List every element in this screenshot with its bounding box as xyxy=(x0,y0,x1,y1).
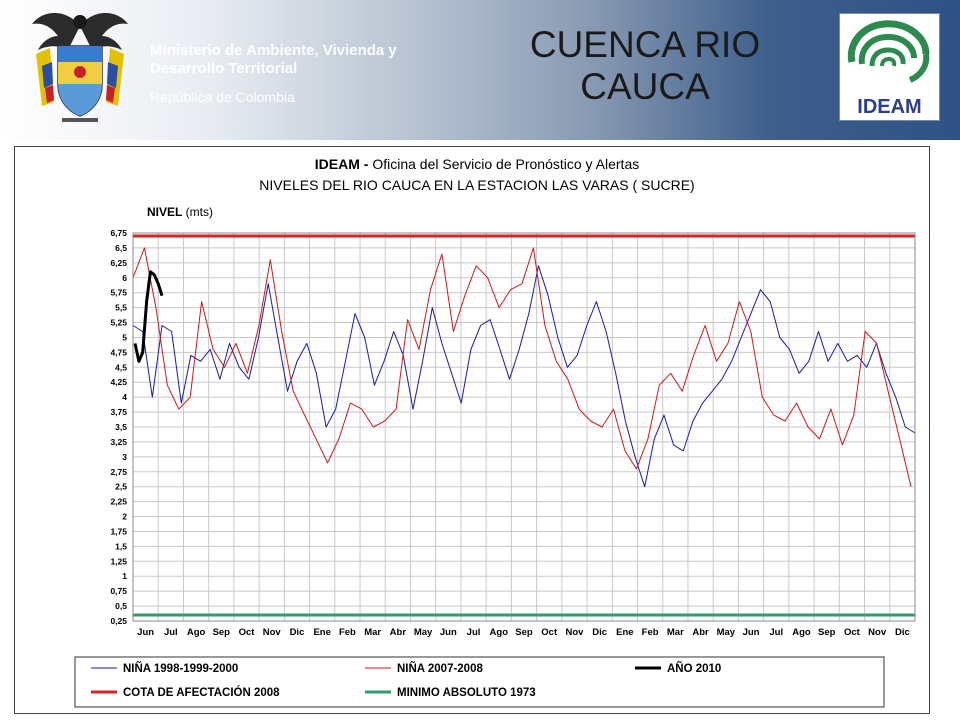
legend-entry: NIÑA 1998-1999-2000 xyxy=(123,662,238,675)
y-tick-label: 0,75 xyxy=(110,586,127,596)
series-line xyxy=(132,247,912,487)
legend-entry: NIÑA 2007-2008 xyxy=(397,662,483,675)
x-tick-label: Oct xyxy=(844,627,861,638)
x-tick-label: Ene xyxy=(313,627,330,638)
x-tick-label: Ene xyxy=(616,627,633,638)
y-tick-label: 2,5 xyxy=(115,482,127,492)
x-tick-label: Mar xyxy=(364,627,381,638)
y-tick-label: 5,25 xyxy=(110,318,127,328)
x-tick-label: Oct xyxy=(239,627,256,638)
x-tick-label: Sep xyxy=(515,627,533,638)
x-tick-label: Jul xyxy=(467,627,481,638)
colombia-coat-of-arms-icon xyxy=(32,13,128,122)
x-tick-label: Feb xyxy=(339,627,356,638)
x-tick-label: Abr xyxy=(390,627,407,638)
legend-entry: COTA DE AFECTACIÓN 2008 xyxy=(123,686,280,699)
y-tick-label: 6,25 xyxy=(110,258,127,268)
chart-title-bold: IDEAM - xyxy=(315,156,373,172)
x-tick-label: Jul xyxy=(769,627,783,638)
ideam-logo-icon xyxy=(847,20,930,83)
chart-subtitle: NIVELES DEL RIO CAUCA EN LA ESTACION LAS… xyxy=(259,177,694,193)
x-tick-label: Abr xyxy=(692,627,709,638)
y-tick-label: 5,75 xyxy=(110,288,127,298)
y-tick-label: 1,5 xyxy=(115,541,127,551)
y-tick-label: 4,75 xyxy=(110,347,127,357)
y-tick-label: 2,75 xyxy=(110,467,127,477)
x-tick-label: Jun xyxy=(743,627,760,638)
y-tick-label: 3,25 xyxy=(110,437,127,447)
ideam-logo: IDEAM xyxy=(839,13,940,121)
y-tick-label: 6,75 xyxy=(110,228,127,238)
y-tick-label: 3 xyxy=(122,452,127,462)
y-tick-label: 0,5 xyxy=(115,601,127,611)
x-tick-label: Jun xyxy=(440,627,457,638)
header-band: Ministerio de Ambiente, Vivienda y Desar… xyxy=(0,0,960,140)
republic-name: República de Colombia xyxy=(150,89,295,105)
plot-area-border xyxy=(132,232,916,622)
series-line xyxy=(132,265,916,488)
y-tick-label: 5 xyxy=(122,332,127,342)
x-tick-label: Mar xyxy=(667,627,684,638)
y-tick-label: 6 xyxy=(122,273,127,283)
x-tick-label: Ago xyxy=(490,627,509,638)
y-axis-label-rest: (mts) xyxy=(182,205,213,219)
chart-series xyxy=(132,234,916,617)
x-tick-label: Dic xyxy=(895,627,910,638)
y-tick-label: 4,25 xyxy=(110,377,127,387)
x-tick-label: Jul xyxy=(164,627,178,638)
chart-frame: IDEAM - Oficina del Servicio de Pronósti… xyxy=(14,146,930,714)
legend-entry: AÑO 2010 xyxy=(667,662,721,675)
x-tick-label: Feb xyxy=(642,627,659,638)
page-title: CUENCA RIO CAUCA xyxy=(529,24,761,107)
x-tick-label: Dic xyxy=(592,627,607,638)
svg-text:IDEAM - Oficina del Servicio d: IDEAM - Oficina del Servicio de Pronósti… xyxy=(315,156,639,172)
y-tick-label: 1,25 xyxy=(110,556,127,566)
y-tick-label: 1 xyxy=(122,571,127,581)
x-tick-label: Sep xyxy=(213,627,231,638)
y-tick-label: 4 xyxy=(122,392,127,402)
y-tick-label: 3,5 xyxy=(115,422,127,432)
chart-legend: NIÑA 1998-1999-2000 NIÑA 2007-2008 AÑO 201… xyxy=(74,656,885,708)
chart-title-rest: Oficina del Servicio de Pronóstico y Ale… xyxy=(372,156,639,172)
y-axis-ticks: 0,25 0,5 0,75 1 1,25 1,5 1,75 2 2,25 2,5 2,75 3 3,25… xyxy=(110,228,127,626)
x-tick-label: Dic xyxy=(290,627,305,638)
x-tick-label: Nov xyxy=(565,627,584,638)
svg-text:NIVEL (mts): NIVEL (mts) xyxy=(147,205,213,219)
y-tick-label: 2,25 xyxy=(110,497,127,507)
x-tick-label: May xyxy=(717,627,736,638)
x-tick-label: Ago xyxy=(792,627,811,638)
y-tick-label: 6,5 xyxy=(115,243,127,253)
series-line xyxy=(133,270,164,363)
legend-box xyxy=(74,656,885,708)
x-tick-label: Jun xyxy=(137,627,154,638)
y-tick-label: 5,5 xyxy=(115,303,127,313)
ideam-logo-text: IDEAM xyxy=(857,96,922,118)
chart-grid xyxy=(132,232,916,622)
y-tick-label: 3,75 xyxy=(110,407,127,417)
legend-entry: MINIMO ABSOLUTO 1973 xyxy=(397,687,536,699)
y-tick-label: 2 xyxy=(122,512,127,522)
x-tick-label: Sep xyxy=(818,627,836,638)
ministry-name: Ministerio de Ambiente, Vivienda y Desar… xyxy=(150,42,397,77)
y-tick-label: 1,75 xyxy=(110,526,127,536)
x-tick-label: Ago xyxy=(187,627,206,638)
x-tick-label: Nov xyxy=(868,627,887,638)
y-tick-label: 4,5 xyxy=(115,362,127,372)
x-tick-label: May xyxy=(414,627,433,638)
x-axis-ticks: Jun Jul Ago Sep Oct Nov Dic Ene Feb Mar Abr May Jun J… xyxy=(137,627,910,638)
y-axis-label-bold: NIVEL xyxy=(147,205,182,219)
level-chart: IDEAM - Oficina del Servicio de Pronósti… xyxy=(74,156,916,708)
x-tick-label: Oct xyxy=(541,627,558,638)
x-tick-label: Nov xyxy=(263,627,282,638)
y-tick-label: 0,25 xyxy=(110,616,127,626)
